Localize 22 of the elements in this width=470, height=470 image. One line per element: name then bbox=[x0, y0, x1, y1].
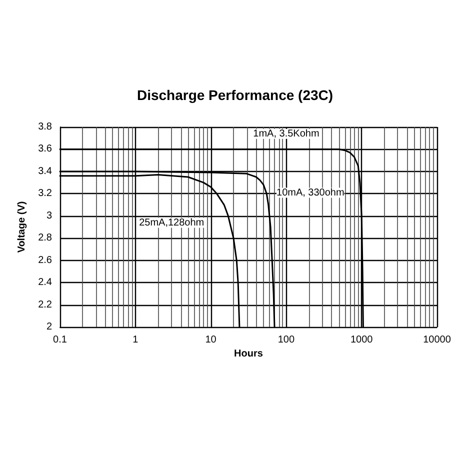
y-tick-label: 3.2 bbox=[38, 188, 52, 200]
text: 25mA,128ohm bbox=[139, 217, 204, 228]
y-axis-title: Voltage (V) bbox=[16, 201, 28, 253]
chart-title: Discharge Performance (23C) bbox=[136, 87, 334, 103]
y-tick-label: 3 bbox=[46, 210, 52, 222]
y-tick-label: 2.6 bbox=[38, 254, 52, 266]
y-tick-label: 3.8 bbox=[38, 122, 52, 132]
x-tick-label: 0.1 bbox=[53, 334, 68, 346]
x-tick-label: 10 bbox=[205, 334, 217, 346]
x-tick-label: 1 bbox=[132, 334, 139, 346]
y-tick-label: 2.8 bbox=[38, 232, 52, 244]
x-tick-label: 100 bbox=[278, 334, 295, 346]
series-label: 1mA, 3.5Kohm bbox=[253, 128, 320, 140]
x-tick-label: 1000 bbox=[350, 334, 374, 346]
x-tick-label: 10000 bbox=[423, 334, 452, 346]
y-tick-label: 2.2 bbox=[38, 299, 52, 310]
series-label: 10mA, 330ohm bbox=[276, 187, 344, 198]
y-tick-label: 3.6 bbox=[38, 144, 52, 155]
y-tick-label: 3.4 bbox=[38, 166, 52, 177]
y-tick-label: 2.4 bbox=[38, 277, 52, 288]
y-tick-label: 2 bbox=[46, 322, 52, 332]
x-axis-title: Hours bbox=[234, 348, 264, 360]
